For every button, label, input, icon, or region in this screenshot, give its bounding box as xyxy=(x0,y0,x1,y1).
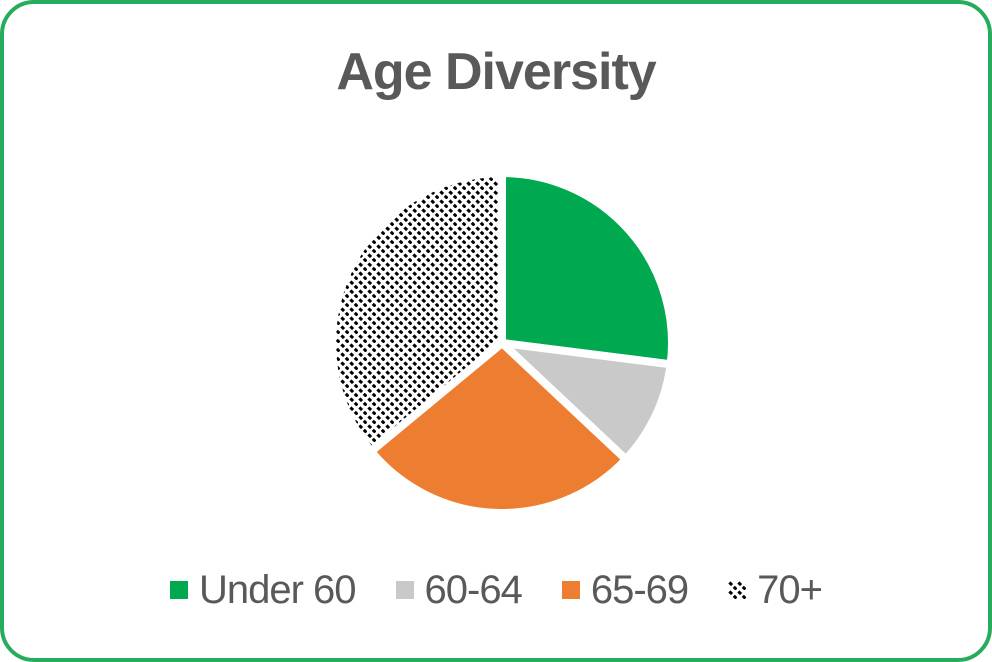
legend-swatch-70plus-hatch-icon xyxy=(728,581,747,599)
legend-swatch-60-64-icon xyxy=(395,581,414,599)
pie-slice-70-[interactable] xyxy=(328,169,506,456)
legend-label-70plus: 70+ xyxy=(757,568,823,612)
pie-chart-svg xyxy=(328,169,676,517)
legend-item-70plus[interactable]: 70+ xyxy=(728,568,823,612)
legend-label-under-60: Under 60 xyxy=(198,568,357,612)
legend-item-under-60[interactable]: Under 60 xyxy=(169,568,357,612)
legend-item-60-64[interactable]: 60-64 xyxy=(395,568,523,612)
legend-label-60-64: 60-64 xyxy=(424,568,523,612)
pie-chart xyxy=(322,163,682,523)
pie-slice-under-60[interactable] xyxy=(498,169,676,369)
pie-slice-65-69[interactable] xyxy=(367,339,630,517)
legend-label-65-69: 65-69 xyxy=(590,568,689,612)
legend-swatch-under-60-icon xyxy=(169,581,188,599)
legend-swatch-65-69-icon xyxy=(561,581,580,599)
chart-legend: Under 60 60-64 65-69 70+ xyxy=(4,570,988,610)
chart-title: Age Diversity xyxy=(336,43,656,101)
legend-item-65-69[interactable]: 65-69 xyxy=(561,568,689,612)
